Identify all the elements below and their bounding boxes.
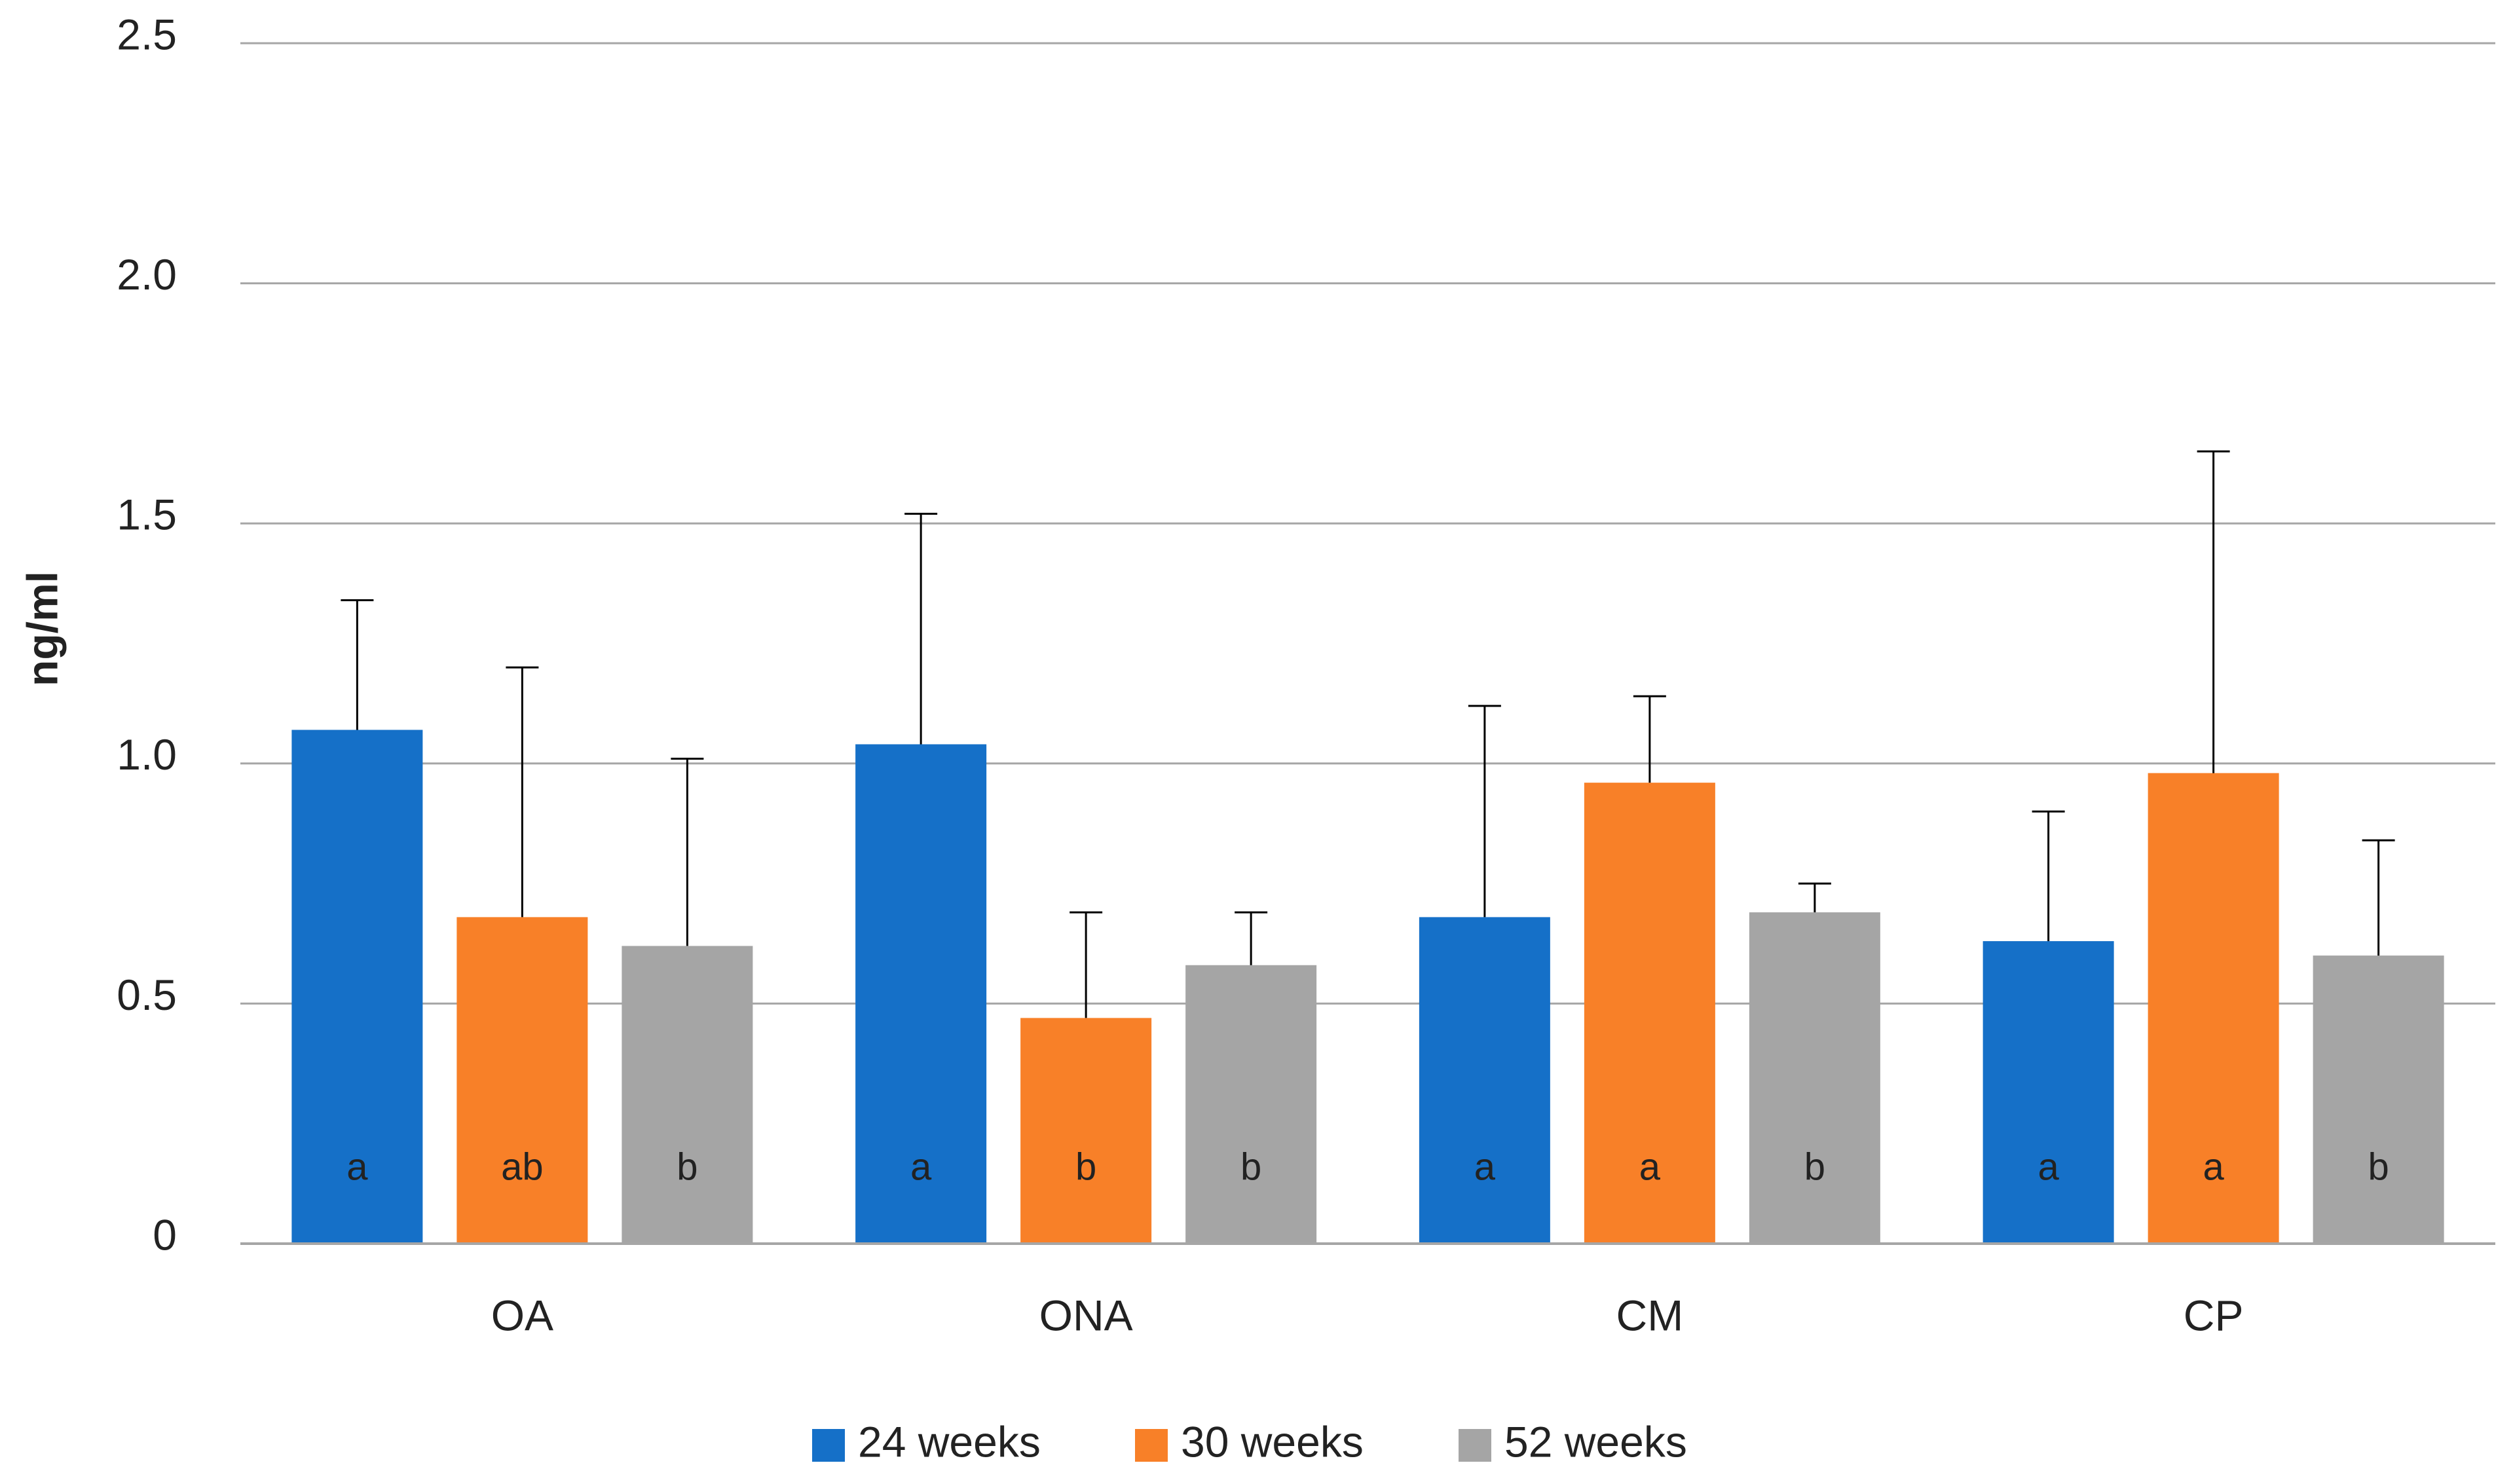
legend-swatch	[1459, 1429, 1491, 1462]
significance-letter: b	[2368, 1145, 2389, 1188]
significance-letter: a	[2203, 1145, 2224, 1188]
bar	[456, 917, 588, 1244]
y-tick-label: 2.0	[117, 250, 177, 299]
significance-letter: a	[910, 1145, 932, 1188]
bar	[855, 744, 987, 1244]
x-tick-label: CP	[2184, 1291, 2244, 1339]
bar	[1185, 965, 1317, 1244]
significance-letter: b	[1240, 1145, 1261, 1188]
legend-swatch	[812, 1429, 845, 1462]
legend-swatch	[1135, 1429, 1168, 1462]
y-tick-label: 2.5	[117, 10, 177, 58]
significance-letter: b	[677, 1145, 698, 1188]
significance-letter: a	[1639, 1145, 1661, 1188]
bar	[1584, 783, 1715, 1244]
significance-letter: a	[2038, 1145, 2059, 1188]
y-tick-label: 0.5	[117, 971, 177, 1019]
significance-letter: a	[1474, 1145, 1496, 1188]
bar	[1020, 1018, 1152, 1244]
bar	[1982, 941, 2114, 1244]
significance-letter: b	[1804, 1145, 1825, 1188]
y-axis-title: ng/ml	[18, 571, 66, 686]
significance-letter: ab	[501, 1145, 544, 1188]
legend-label: 30 weeks	[1181, 1417, 1364, 1466]
legend-label: 24 weeks	[858, 1417, 1041, 1466]
bar	[1419, 917, 1550, 1244]
x-tick-label: CM	[1616, 1291, 1684, 1339]
y-tick-label: 0	[153, 1210, 177, 1259]
bar	[2313, 955, 2444, 1244]
x-tick-label: OA	[491, 1291, 553, 1339]
x-tick-label: ONA	[1039, 1291, 1133, 1339]
significance-letter: a	[346, 1145, 368, 1188]
bar	[2148, 773, 2279, 1244]
bar	[291, 730, 423, 1244]
bar	[1749, 912, 1880, 1244]
y-tick-label: 1.0	[117, 730, 177, 779]
y-tick-label: 1.5	[117, 491, 177, 539]
bar	[622, 946, 753, 1244]
significance-letter: b	[1075, 1145, 1096, 1188]
legend-label: 52 weeks	[1504, 1417, 1687, 1466]
